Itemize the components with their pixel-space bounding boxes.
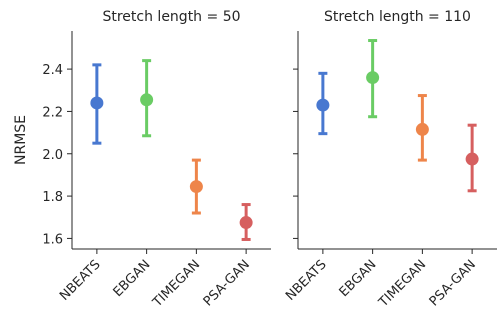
x-tick-label: TIMEGAN bbox=[376, 257, 430, 311]
data-point bbox=[415, 122, 429, 136]
data-point bbox=[366, 71, 380, 85]
data-point bbox=[465, 152, 479, 166]
x-tick-label: EBGAN bbox=[111, 257, 154, 300]
data-point bbox=[140, 93, 154, 107]
y-tick-label: 1.6 bbox=[42, 232, 63, 247]
panel-stretch-110: Stretch length = 110 NBEATS EBGANTIMEGANPS… bbox=[283, 9, 497, 311]
panel-stretch-50: Stretch length = 50 1.6 1.8 2.0 2.2 2.4 NRMSE N… bbox=[13, 9, 271, 311]
y-tick-label: 1.8 bbox=[42, 190, 63, 205]
x-tick-label: TIMEGAN bbox=[150, 257, 204, 311]
x-tick-label: EBGAN bbox=[337, 257, 380, 300]
y-tick-label: 2.4 bbox=[42, 63, 63, 78]
x-tick-label: PSA-GAN bbox=[427, 257, 479, 309]
data-point bbox=[90, 96, 104, 110]
panel-title: Stretch length = 50 bbox=[102, 9, 240, 25]
data-point bbox=[316, 98, 330, 112]
x-tick-label: PSA-GAN bbox=[201, 257, 253, 309]
panel-title: Stretch length = 110 bbox=[324, 9, 471, 25]
data-point bbox=[239, 216, 253, 230]
data-point bbox=[189, 180, 203, 194]
x-tick-label: NBEATS bbox=[283, 257, 330, 304]
y-axis-label: NRMSE bbox=[13, 115, 29, 165]
y-tick-label: 2.2 bbox=[42, 105, 63, 120]
y-tick-label: 2.0 bbox=[42, 148, 63, 163]
x-tick-label: NBEATS bbox=[57, 257, 104, 304]
